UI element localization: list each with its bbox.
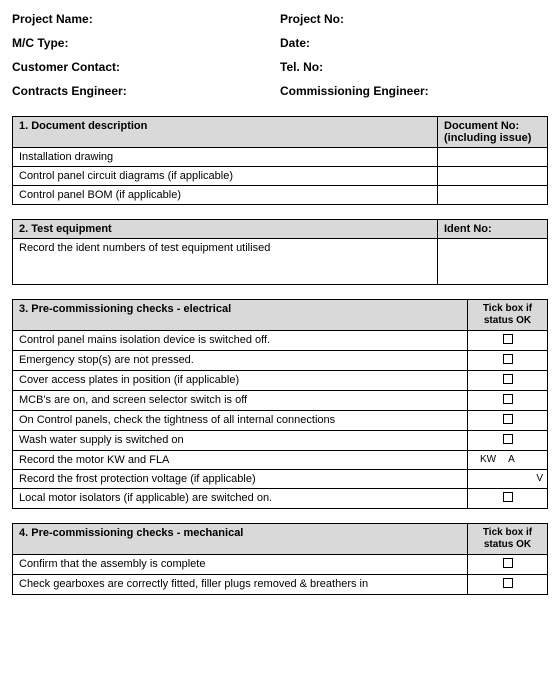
checkbox-icon	[503, 434, 513, 444]
section1-title: 1. Document description	[13, 117, 438, 148]
elec-row-label: MCB's are on, and screen selector switch…	[13, 391, 468, 411]
table-test-equipment: 2. Test equipment Ident No: Record the i…	[12, 219, 548, 285]
section3-col2: Tick box if status OK	[468, 300, 548, 331]
ident-no-cell[interactable]	[438, 239, 548, 285]
elec-row-label: Control panel mains isolation device is …	[13, 331, 468, 351]
table-row: Cover access plates in position (if appl…	[13, 371, 548, 391]
table-precomm-electrical: 3. Pre-commissioning checks - electrical…	[12, 299, 548, 509]
tickbox-cell[interactable]	[468, 575, 548, 595]
doc-row-label: Control panel BOM (if applicable)	[13, 186, 438, 205]
checkbox-icon	[503, 492, 513, 502]
tickbox-cell[interactable]	[468, 431, 548, 451]
checkbox-icon	[503, 414, 513, 424]
table-row: Control panel BOM (if applicable)	[13, 186, 548, 205]
doc-row-label: Control panel circuit diagrams (if appli…	[13, 167, 438, 186]
table-row: Local motor isolators (if applicable) ar…	[13, 489, 548, 509]
checkbox-icon	[503, 558, 513, 568]
doc-no-cell[interactable]	[438, 148, 548, 167]
tickbox-cell[interactable]	[468, 555, 548, 575]
elec-row-label: Record the frost protection voltage (if …	[13, 470, 468, 489]
a-label: A	[508, 454, 515, 465]
test-equip-label: Record the ident numbers of test equipme…	[13, 239, 438, 285]
table-row: Wash water supply is switched on	[13, 431, 548, 451]
tickbox-cell[interactable]	[468, 411, 548, 431]
section1-col2: Document No: (including issue)	[438, 117, 548, 148]
elec-row-label: Emergency stop(s) are not pressed.	[13, 351, 468, 371]
table-row: Control panel mains isolation device is …	[13, 331, 548, 351]
checkbox-icon	[503, 394, 513, 404]
tickbox-cell[interactable]	[468, 351, 548, 371]
checkbox-icon	[503, 334, 513, 344]
checkbox-icon	[503, 354, 513, 364]
elec-row-label: Record the motor KW and FLA	[13, 451, 468, 470]
checkbox-icon	[503, 578, 513, 588]
elec-row-label: Local motor isolators (if applicable) ar…	[13, 489, 468, 509]
label-contracts-engineer: Contracts Engineer:	[12, 84, 280, 98]
section4-col2: Tick box if status OK	[468, 524, 548, 555]
doc-no-cell[interactable]	[438, 167, 548, 186]
label-project-name: Project Name:	[12, 12, 280, 26]
table-row: On Control panels, check the tightness o…	[13, 411, 548, 431]
table-row: Record the frost protection voltage (if …	[13, 470, 548, 489]
section2-title: 2. Test equipment	[13, 220, 438, 239]
tickbox-cell[interactable]	[468, 371, 548, 391]
tickbox-cell[interactable]	[468, 391, 548, 411]
table-row: Emergency stop(s) are not pressed.	[13, 351, 548, 371]
table-row: Record the motor KW and FLA KW A	[13, 451, 548, 470]
voltage-cell[interactable]: V	[468, 470, 548, 489]
section4-title: 4. Pre-commissioning checks - mechanical	[13, 524, 468, 555]
table-document-description: 1. Document description Document No: (in…	[12, 116, 548, 205]
mech-row-label: Check gearboxes are correctly fitted, fi…	[13, 575, 468, 595]
header-fields: Project Name: Project No: M/C Type: Date…	[12, 12, 548, 98]
table-row: Confirm that the assembly is complete	[13, 555, 548, 575]
label-mc-type: M/C Type:	[12, 36, 280, 50]
label-tel-no: Tel. No:	[280, 60, 548, 74]
table-row: Installation drawing	[13, 148, 548, 167]
label-commissioning-engineer: Commissioning Engineer:	[280, 84, 548, 98]
kw-a-cell[interactable]: KW A	[468, 451, 548, 470]
table-row: Record the ident numbers of test equipme…	[13, 239, 548, 285]
checkbox-icon	[503, 374, 513, 384]
table-row: Check gearboxes are correctly fitted, fi…	[13, 575, 548, 595]
table-row: MCB's are on, and screen selector switch…	[13, 391, 548, 411]
table-precomm-mechanical: 4. Pre-commissioning checks - mechanical…	[12, 523, 548, 595]
tickbox-cell[interactable]	[468, 331, 548, 351]
label-project-no: Project No:	[280, 12, 548, 26]
mech-row-label: Confirm that the assembly is complete	[13, 555, 468, 575]
doc-no-cell[interactable]	[438, 186, 548, 205]
section3-title: 3. Pre-commissioning checks - electrical	[13, 300, 468, 331]
label-customer-contact: Customer Contact:	[12, 60, 280, 74]
label-date: Date:	[280, 36, 548, 50]
elec-row-label: Wash water supply is switched on	[13, 431, 468, 451]
section2-col2: Ident No:	[438, 220, 548, 239]
elec-row-label: On Control panels, check the tightness o…	[13, 411, 468, 431]
kw-label: KW	[480, 454, 496, 465]
doc-row-label: Installation drawing	[13, 148, 438, 167]
tickbox-cell[interactable]	[468, 489, 548, 509]
table-row: Control panel circuit diagrams (if appli…	[13, 167, 548, 186]
elec-row-label: Cover access plates in position (if appl…	[13, 371, 468, 391]
